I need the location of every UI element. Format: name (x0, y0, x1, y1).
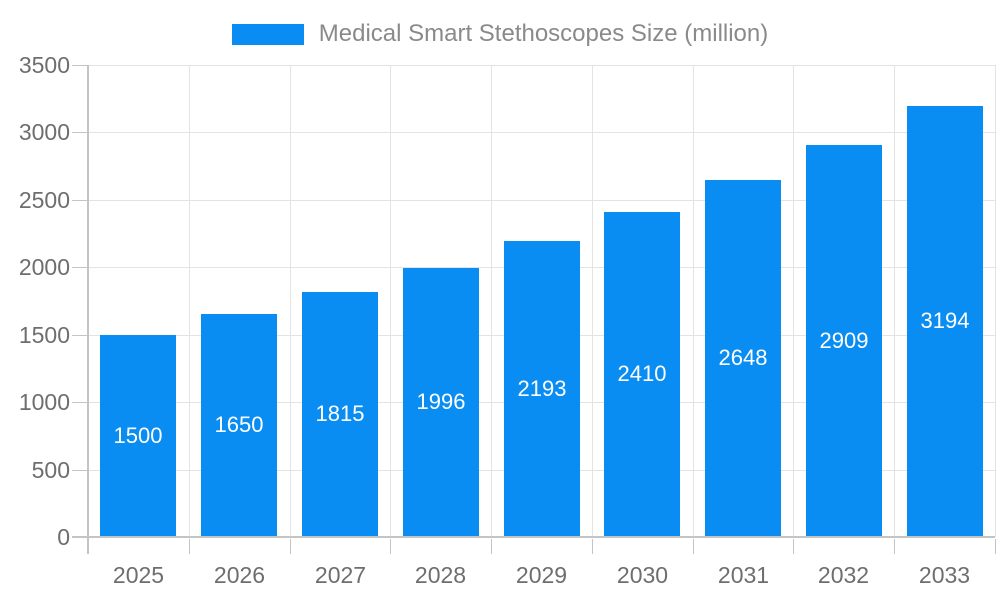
x-axis-tick-label: 2031 (717, 562, 770, 588)
x-gridline (189, 65, 190, 537)
x-axis-tick (390, 539, 391, 554)
y-axis-tick (72, 65, 87, 66)
x-axis-tick (491, 539, 492, 554)
bar: 2193 (504, 241, 580, 536)
y-gridline (88, 65, 995, 66)
y-gridline (88, 200, 995, 201)
x-axis-tick-label: 2033 (918, 562, 971, 588)
bar: 1815 (302, 292, 378, 536)
x-gridline (693, 65, 694, 537)
x-gridline (290, 65, 291, 537)
x-gridline (995, 65, 996, 537)
y-axis-tick (72, 402, 87, 403)
x-gridline (491, 65, 492, 537)
x-axis-tick-label: 2030 (616, 562, 669, 588)
y-axis-tick-label: 2000 (18, 254, 70, 280)
bar: 1500 (100, 335, 176, 536)
y-axis-line (87, 65, 89, 554)
x-axis-tick (793, 539, 794, 554)
bar-value-label: 1650 (214, 412, 264, 437)
y-axis-tick-label: 1000 (18, 389, 70, 415)
bar-value-label: 1500 (113, 422, 163, 448)
bar: 1650 (201, 314, 277, 536)
x-gridline (390, 65, 391, 537)
x-gridline (894, 65, 895, 537)
bar: 3194 (907, 106, 983, 536)
x-axis-tick (189, 539, 190, 554)
bar: 2410 (604, 212, 680, 536)
y-axis-tick-label: 3000 (18, 119, 70, 145)
y-axis-tick (72, 132, 87, 133)
y-gridline (88, 132, 995, 133)
x-axis-tick (693, 539, 694, 554)
x-gridline (793, 65, 794, 537)
x-axis-tick (995, 539, 996, 554)
x-axis-tick (592, 539, 593, 554)
y-axis-tick (72, 200, 87, 201)
bar-value-label: 2193 (517, 375, 567, 401)
x-axis-tick (894, 539, 895, 554)
y-axis-tick-label: 500 (31, 457, 70, 483)
y-axis-tick-label: 2500 (18, 187, 70, 213)
bar: 2909 (806, 145, 882, 536)
bar: 1996 (403, 268, 479, 536)
legend-label: Medical Smart Stethoscopes Size (million… (318, 20, 769, 47)
bar-value-label: 2909 (819, 327, 869, 353)
bar-value-label: 2410 (617, 361, 667, 386)
bar-value-label: 2648 (718, 345, 768, 370)
y-axis-tick (72, 335, 87, 336)
y-axis-tick (72, 470, 87, 471)
x-axis-tick (290, 539, 291, 554)
x-gridline (592, 65, 593, 537)
x-axis-tick-label: 2032 (817, 562, 870, 588)
x-axis-line (72, 536, 995, 538)
y-axis-tick-label: 0 (57, 524, 70, 550)
x-axis-tick-label: 2025 (112, 562, 165, 588)
x-axis-tick-label: 2026 (213, 562, 266, 588)
bar-value-label: 1815 (315, 401, 365, 426)
y-axis-tick (72, 267, 87, 268)
y-axis-tick-label: 3500 (18, 52, 70, 78)
bar-value-label: 1996 (416, 389, 466, 414)
bar-value-label: 3194 (920, 308, 970, 333)
bar: 2648 (705, 180, 781, 536)
x-axis-tick-label: 2027 (314, 562, 367, 588)
legend-swatch (231, 23, 304, 45)
legend-item[interactable]: Medical Smart Stethoscopes Size (million… (0, 20, 1000, 48)
x-axis-tick-label: 2029 (515, 562, 568, 588)
x-axis-tick-label: 2028 (414, 562, 467, 588)
y-axis-tick-label: 1500 (18, 322, 70, 348)
